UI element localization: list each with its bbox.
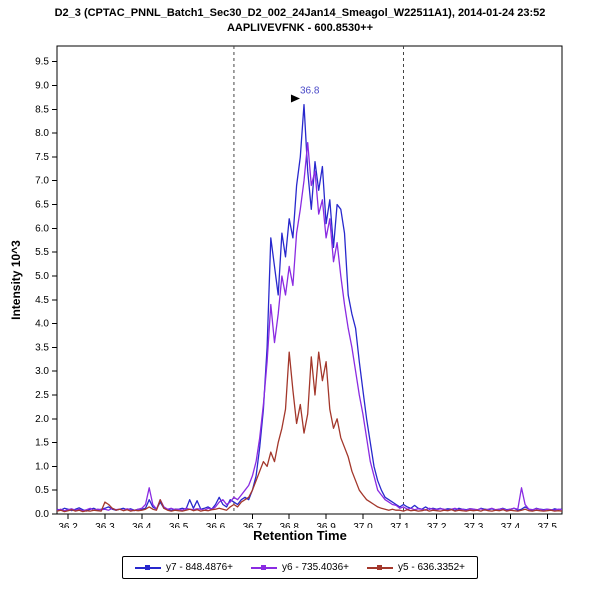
svg-text:36.8: 36.8 bbox=[279, 522, 299, 528]
plot-region: Intensity 10^3 36.2 36.3 36.4 36.5 36.6 36.7 3… bbox=[0, 36, 600, 528]
svg-text:36.3: 36.3 bbox=[95, 522, 115, 528]
svg-text:36.6: 36.6 bbox=[206, 522, 226, 528]
legend-item-y6: y6 - 735.4036+ bbox=[251, 562, 349, 573]
svg-text:4.5: 4.5 bbox=[35, 295, 49, 306]
svg-text:0.5: 0.5 bbox=[35, 485, 49, 496]
series-line-marker bbox=[367, 564, 393, 571]
svg-text:2.5: 2.5 bbox=[35, 390, 49, 401]
svg-text:37.1: 37.1 bbox=[390, 522, 410, 528]
svg-text:8.5: 8.5 bbox=[35, 104, 49, 115]
chromatogram-plot[interactable]: 36.2 36.3 36.4 36.5 36.6 36.7 36.8 36.9 37.0 37.1… bbox=[0, 36, 600, 528]
axes: 36.2 36.3 36.4 36.5 36.6 36.7 36.8 36.9 37.0 37.1… bbox=[35, 57, 557, 528]
y-axis-label: Intensity 10^3 bbox=[9, 240, 23, 320]
svg-text:8.0: 8.0 bbox=[35, 128, 49, 139]
svg-text:37.4: 37.4 bbox=[501, 522, 521, 528]
svg-text:9.5: 9.5 bbox=[35, 57, 49, 68]
legend-item-y7: y7 - 848.4876+ bbox=[135, 562, 233, 573]
svg-text:9.0: 9.0 bbox=[35, 81, 49, 92]
series-trace bbox=[56, 141, 563, 512]
peak-annotation: 36.8 bbox=[290, 86, 320, 103]
svg-text:5.5: 5.5 bbox=[35, 247, 49, 258]
svg-text:36.9: 36.9 bbox=[316, 522, 336, 528]
svg-text:37.2: 37.2 bbox=[427, 522, 447, 528]
svg-text:6.5: 6.5 bbox=[35, 200, 49, 211]
series-trace bbox=[56, 351, 563, 513]
legend-label: y6 - 735.4036+ bbox=[282, 562, 349, 573]
legend: y7 - 848.4876+ y6 - 735.4036+ y5 - 636.3… bbox=[122, 556, 478, 579]
svg-text:37.5: 37.5 bbox=[538, 522, 558, 528]
svg-text:4.0: 4.0 bbox=[35, 319, 49, 330]
svg-text:3.5: 3.5 bbox=[35, 342, 49, 353]
svg-text:7.5: 7.5 bbox=[35, 152, 49, 163]
peak-boundary-lines[interactable] bbox=[233, 46, 404, 514]
svg-text:3.0: 3.0 bbox=[35, 366, 49, 377]
svg-text:36.8: 36.8 bbox=[300, 86, 320, 97]
svg-text:36.4: 36.4 bbox=[132, 522, 152, 528]
x-axis-label: Retention Time bbox=[253, 528, 347, 543]
svg-text:5.0: 5.0 bbox=[35, 271, 49, 282]
legend-label: y7 - 848.4876+ bbox=[166, 562, 233, 573]
chart-subtitle: AAPLIVEVFNK - 600.8530++ bbox=[226, 22, 374, 34]
chart-header: D2_3 (CPTAC_PNNL_Batch1_Sec30_D2_002_24J… bbox=[0, 0, 600, 36]
legend-item-y5: y5 - 636.3352+ bbox=[367, 562, 465, 573]
svg-text:37.0: 37.0 bbox=[353, 522, 373, 528]
legend-row: y7 - 848.4876+ y6 - 735.4036+ y5 - 636.3… bbox=[0, 556, 600, 579]
svg-text:36.7: 36.7 bbox=[243, 522, 263, 528]
plot-border bbox=[56, 45, 563, 515]
svg-text:1.5: 1.5 bbox=[35, 438, 49, 449]
svg-text:36.5: 36.5 bbox=[169, 522, 189, 528]
svg-text:1.0: 1.0 bbox=[35, 461, 49, 472]
svg-text:36.2: 36.2 bbox=[58, 522, 78, 528]
series-line-marker bbox=[135, 564, 161, 571]
chart-title: D2_3 (CPTAC_PNNL_Batch1_Sec30_D2_002_24J… bbox=[54, 7, 546, 19]
svg-text:7.0: 7.0 bbox=[35, 176, 49, 187]
legend-label: y5 - 636.3352+ bbox=[398, 562, 465, 573]
series-line-marker bbox=[251, 564, 277, 571]
svg-text:2.0: 2.0 bbox=[35, 414, 49, 425]
svg-text:37.3: 37.3 bbox=[464, 522, 484, 528]
svg-text:0.0: 0.0 bbox=[35, 509, 49, 520]
svg-text:6.0: 6.0 bbox=[35, 223, 49, 234]
